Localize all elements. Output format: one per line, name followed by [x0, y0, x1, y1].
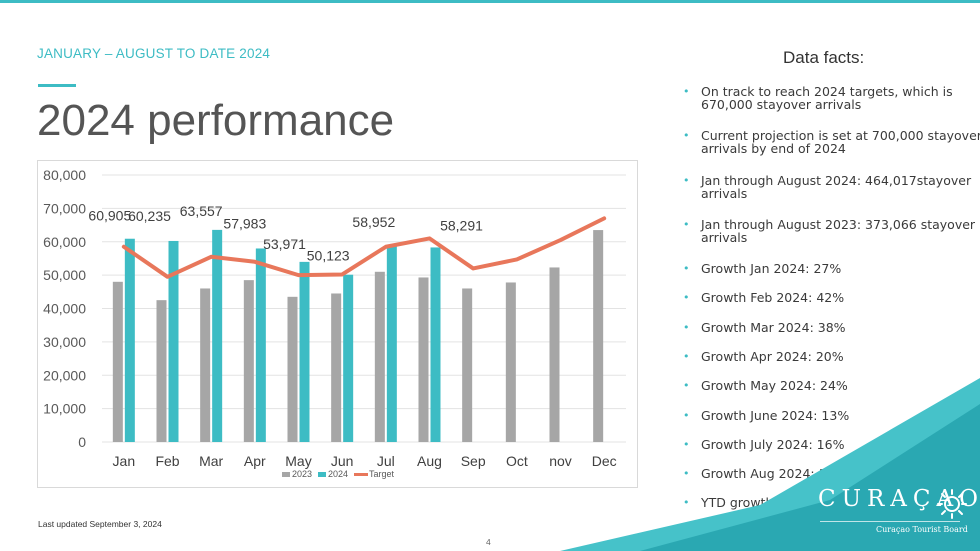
- bar-2023: [112, 281, 123, 442]
- y-tick-label: 20,000: [43, 367, 86, 383]
- x-tick-label: Aug: [417, 453, 442, 469]
- curacao-logo: CURAÇAO Curaçao Tourist Board: [818, 486, 980, 534]
- fact-item: Growth July 2024: 16%: [683, 438, 980, 452]
- bar-2024: [212, 229, 223, 442]
- last-updated: Last updated September 3, 2024: [38, 519, 162, 529]
- fact-item: Growth Jan 2024: 27%: [683, 262, 980, 276]
- y-tick-label: 60,000: [43, 234, 86, 250]
- x-tick-label: nov: [549, 453, 572, 469]
- legend-label-2024: 2024: [328, 469, 348, 479]
- legend-swatch-2024: [318, 472, 326, 477]
- y-tick-label: 40,000: [43, 301, 86, 317]
- y-tick-label: 50,000: [43, 267, 86, 283]
- page-number: 4: [486, 537, 491, 547]
- x-tick-label: Feb: [155, 453, 179, 469]
- bar-2023: [287, 296, 298, 442]
- data-label-2024: 63,557: [180, 203, 223, 219]
- fact-item: Jan through August 2023: 373,066 stayove…: [683, 218, 980, 244]
- x-tick-label: May: [285, 453, 311, 469]
- y-tick-label: 70,000: [43, 200, 86, 216]
- x-tick-label: Mar: [199, 453, 223, 469]
- bar-2023: [418, 277, 429, 442]
- x-tick-label: Jan: [113, 453, 136, 469]
- sun-icon: [937, 489, 967, 519]
- x-tick-label: Jun: [331, 453, 354, 469]
- fact-item: Growth Mar 2024: 38%: [683, 321, 980, 335]
- bar-2023: [156, 300, 167, 442]
- title-rule: [38, 84, 76, 87]
- x-tick-label: Sep: [461, 453, 486, 469]
- logo-subtitle: Curaçao Tourist Board: [876, 525, 968, 534]
- target-line: [121, 216, 607, 279]
- y-tick-label: 10,000: [43, 401, 86, 417]
- bar-2023: [462, 288, 473, 442]
- performance-chart: 0 10,000 20,000 30,000 40,000 50,000 60,000 70,…: [43, 167, 626, 479]
- y-tick-label: 30,000: [43, 334, 86, 350]
- fact-item: Growth May 2024: 24%: [683, 379, 980, 393]
- y-tick-label: 80,000: [43, 167, 86, 183]
- bar-2024: [255, 248, 266, 442]
- fact-item: Growth June 2024: 13%: [683, 409, 980, 423]
- bar-2024: [168, 240, 179, 442]
- bar-2023: [505, 282, 516, 442]
- bar-2023: [331, 293, 342, 442]
- bar-2024: [299, 261, 310, 442]
- x-tick-label: Oct: [506, 453, 528, 469]
- period-label: JANUARY – AUGUST TO DATE 2024: [37, 46, 271, 61]
- bar-2023: [549, 267, 560, 442]
- top-accent-bar: [0, 0, 980, 3]
- bar-2024: [343, 274, 354, 442]
- bar-2023: [374, 271, 385, 442]
- fact-item: Growth Apr 2024: 20%: [683, 350, 980, 364]
- fact-item: On track to reach 2024 targets, which is…: [683, 85, 980, 111]
- data-label-2024: 60,905: [88, 208, 131, 224]
- x-tick-label: Jul: [377, 453, 395, 469]
- logo-divider: [820, 521, 960, 522]
- facts-heading: Data facts:: [783, 48, 865, 67]
- bar-2023: [593, 230, 604, 442]
- data-label-2024: 58,952: [352, 214, 395, 230]
- bar-2024: [124, 238, 135, 442]
- bar-2023: [200, 288, 211, 442]
- x-tick-label: Dec: [592, 453, 617, 469]
- fact-item: Growth Feb 2024: 42%: [683, 291, 980, 305]
- x-tick-label: Apr: [244, 453, 266, 469]
- legend-label-target: Target: [369, 469, 395, 479]
- data-label-2024: 60,235: [128, 208, 171, 224]
- data-label-2024: 58,291: [440, 217, 483, 233]
- fact-item: Current projection is set at 700,000 sta…: [683, 129, 980, 155]
- data-label-2024: 57,983: [223, 215, 266, 231]
- bar-2024: [430, 247, 441, 442]
- data-label-2024: 50,123: [307, 248, 350, 264]
- page-title: 2024 performance: [37, 96, 395, 145]
- fact-item: Jan through August 2024: 464,017stayover…: [683, 174, 980, 200]
- legend-label-2023: 2023: [292, 469, 312, 479]
- y-tick-label: 0: [78, 434, 86, 450]
- bar-2023: [243, 280, 254, 442]
- chart-frame: 0 10,000 20,000 30,000 40,000 50,000 60,000 70,…: [37, 160, 638, 488]
- bar-2024: [386, 245, 397, 442]
- legend-swatch-2023: [282, 472, 290, 477]
- data-label-2024: 53,971: [263, 236, 306, 252]
